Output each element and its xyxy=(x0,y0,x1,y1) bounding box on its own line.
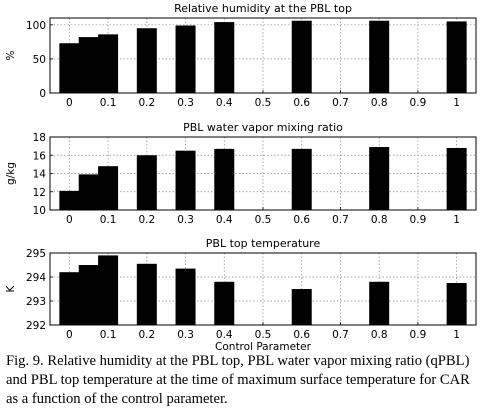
chart-1-ytick-label-2: 14 xyxy=(33,169,47,181)
chart-1-bar-6 xyxy=(291,148,312,210)
chart-1-xtick-label-4: 0.4 xyxy=(216,214,233,226)
chart-0-xtick-label-10: 1 xyxy=(453,97,460,109)
chart-2-bar-8 xyxy=(446,283,467,325)
chart-2-bar-7 xyxy=(369,281,390,325)
chart-1-bar-8 xyxy=(446,147,467,210)
chart-2-ytick-label-3: 295 xyxy=(26,248,46,260)
chart-0-xtick-label-3: 0.3 xyxy=(177,97,194,109)
chart-2-xtick-label-5: 0.5 xyxy=(255,329,272,341)
chart-2-xtick-label-0: 0 xyxy=(66,329,73,341)
chart-1-xtick-label-9: 0.9 xyxy=(410,214,427,226)
chart-0-bar-8 xyxy=(446,21,467,94)
chart-0-bar-4 xyxy=(175,25,196,93)
chart-1-ytick-label-0: 10 xyxy=(33,205,46,217)
chart-1-bar-7 xyxy=(369,147,390,210)
chart-0-ytick-label-2: 100 xyxy=(26,20,46,32)
chart-1-title: PBL water vapor mixing ratio xyxy=(183,121,343,134)
chart-0-xtick-label-9: 0.9 xyxy=(410,97,427,109)
chart-2-ytick-label-2: 294 xyxy=(26,272,46,284)
chart-1-bar-3 xyxy=(136,155,157,210)
chart-0-xtick-label-0: 0 xyxy=(66,97,73,109)
chart-2-xtick-label-6: 0.6 xyxy=(293,329,310,341)
chart-0-ytick-label-1: 50 xyxy=(33,54,46,66)
chart-2-ytick-label-0: 292 xyxy=(26,320,46,332)
chart-2-xtick-label-8: 0.8 xyxy=(371,329,388,341)
chart-0-bar-7 xyxy=(369,20,390,93)
chart-0-bar-0 xyxy=(59,43,80,93)
chart-2-xtick-label-4: 0.4 xyxy=(216,329,233,341)
chart-0-xtick-label-1: 0.1 xyxy=(100,97,117,109)
chart-1-xtick-label-2: 0.2 xyxy=(138,214,155,226)
chart-2-bar-4 xyxy=(175,268,196,325)
chart-1-bar-5 xyxy=(214,148,235,210)
chart-2-bar-5 xyxy=(214,281,235,325)
chart-2-bar-3 xyxy=(136,263,157,325)
chart-1-xtick-label-5: 0.5 xyxy=(255,214,272,226)
chart-1-xtick-label-0: 0 xyxy=(66,214,73,226)
chart-2-ytick-label-1: 293 xyxy=(26,296,46,308)
chart-2-xtick-label-1: 0.1 xyxy=(100,329,117,341)
chart-1-xtick-label-7: 0.7 xyxy=(332,214,349,226)
chart-0-title: Relative humidity at the PBL top xyxy=(174,2,352,15)
chart-2-xtick-label-2: 0.2 xyxy=(138,329,155,341)
chart-1-ytick-label-4: 18 xyxy=(33,132,46,144)
chart-2-bar-1 xyxy=(78,265,99,325)
chart-0-xtick-label-5: 0.5 xyxy=(255,97,272,109)
chart-2-xtick-label-7: 0.7 xyxy=(332,329,349,341)
chart-2-xtick-label-10: 1 xyxy=(453,329,460,341)
chart-2-bar-0 xyxy=(59,272,80,325)
chart-2-xlabel: Control Parameter xyxy=(215,341,312,350)
chart-1-xtick-label-8: 0.8 xyxy=(371,214,388,226)
chart-0-bar-2 xyxy=(98,34,119,93)
figure-caption: Fig. 9. Relative humidity at the PBL top… xyxy=(6,353,470,407)
chart-0-bar-5 xyxy=(214,22,235,93)
chart-1-bar-4 xyxy=(175,150,196,210)
figure-panels: Relative humidity at the PBL top 0 0.1 0.2 0… xyxy=(5,2,477,350)
chart-2-xtick-label-9: 0.9 xyxy=(410,329,427,341)
chart-1-xtick-label-1: 0.1 xyxy=(100,214,117,226)
chart-1-ylabel: g/kg xyxy=(5,162,17,185)
chart-1-xtick-label-6: 0.6 xyxy=(293,214,310,226)
chart-0-xtick-label-4: 0.4 xyxy=(216,97,233,109)
chart-2-title: PBL top temperature xyxy=(206,237,321,250)
chart-0-ylabel: % xyxy=(5,50,17,60)
chart-2-bar-6 xyxy=(291,289,312,325)
chart-0-xtick-label-6: 0.6 xyxy=(293,97,310,109)
chart-1-ytick-label-1: 12 xyxy=(33,187,46,199)
chart-0-xtick-label-8: 0.8 xyxy=(371,97,388,109)
chart-0-xtick-label-7: 0.7 xyxy=(332,97,349,109)
chart-1-bar-1 xyxy=(78,174,99,210)
chart-0-bar-6 xyxy=(291,20,312,93)
chart-0-bar-3 xyxy=(136,28,157,93)
chart-2-xtick-label-3: 0.3 xyxy=(177,329,194,341)
chart-1-ytick-label-3: 16 xyxy=(33,150,47,162)
chart-0-xtick-label-2: 0.2 xyxy=(138,97,155,109)
chart-2-ylabel: K xyxy=(5,284,17,292)
chart-1-bar-2 xyxy=(98,166,119,210)
chart-0-ytick-label-0: 0 xyxy=(39,88,46,100)
chart-0-bar-1 xyxy=(78,37,99,93)
chart-1-xtick-label-10: 1 xyxy=(453,214,460,226)
chart-1-bar-0 xyxy=(59,190,80,210)
chart-2-bar-2 xyxy=(98,255,119,325)
chart-1-xtick-label-3: 0.3 xyxy=(177,214,194,226)
